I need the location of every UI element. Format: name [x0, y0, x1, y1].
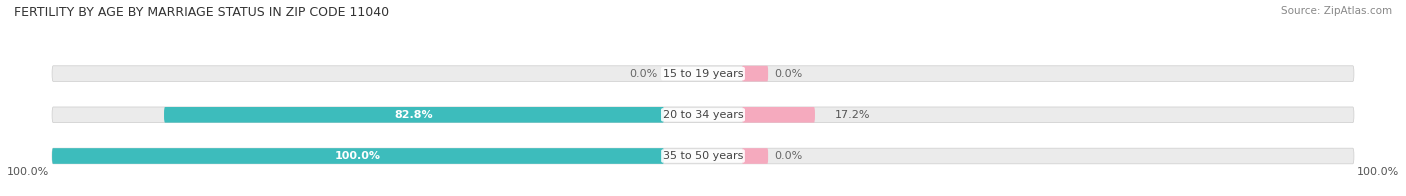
Text: FERTILITY BY AGE BY MARRIAGE STATUS IN ZIP CODE 11040: FERTILITY BY AGE BY MARRIAGE STATUS IN Z… [14, 6, 389, 19]
Text: 0.0%: 0.0% [775, 151, 803, 161]
Text: 20 to 34 years: 20 to 34 years [662, 110, 744, 120]
Text: 35 to 50 years: 35 to 50 years [662, 151, 744, 161]
FancyBboxPatch shape [52, 107, 1354, 123]
Text: Source: ZipAtlas.com: Source: ZipAtlas.com [1281, 6, 1392, 16]
Text: 17.2%: 17.2% [835, 110, 870, 120]
FancyBboxPatch shape [165, 107, 664, 123]
Text: 15 to 19 years: 15 to 19 years [662, 69, 744, 79]
FancyBboxPatch shape [742, 107, 815, 123]
FancyBboxPatch shape [52, 66, 1354, 82]
Text: 0.0%: 0.0% [630, 69, 658, 79]
FancyBboxPatch shape [52, 148, 1354, 164]
FancyBboxPatch shape [742, 66, 768, 82]
FancyBboxPatch shape [742, 148, 768, 164]
Text: 100.0%: 100.0% [7, 167, 49, 177]
Text: 100.0%: 100.0% [335, 151, 381, 161]
Text: 100.0%: 100.0% [1357, 167, 1399, 177]
Text: 82.8%: 82.8% [395, 110, 433, 120]
Text: 0.0%: 0.0% [775, 69, 803, 79]
FancyBboxPatch shape [52, 148, 664, 164]
